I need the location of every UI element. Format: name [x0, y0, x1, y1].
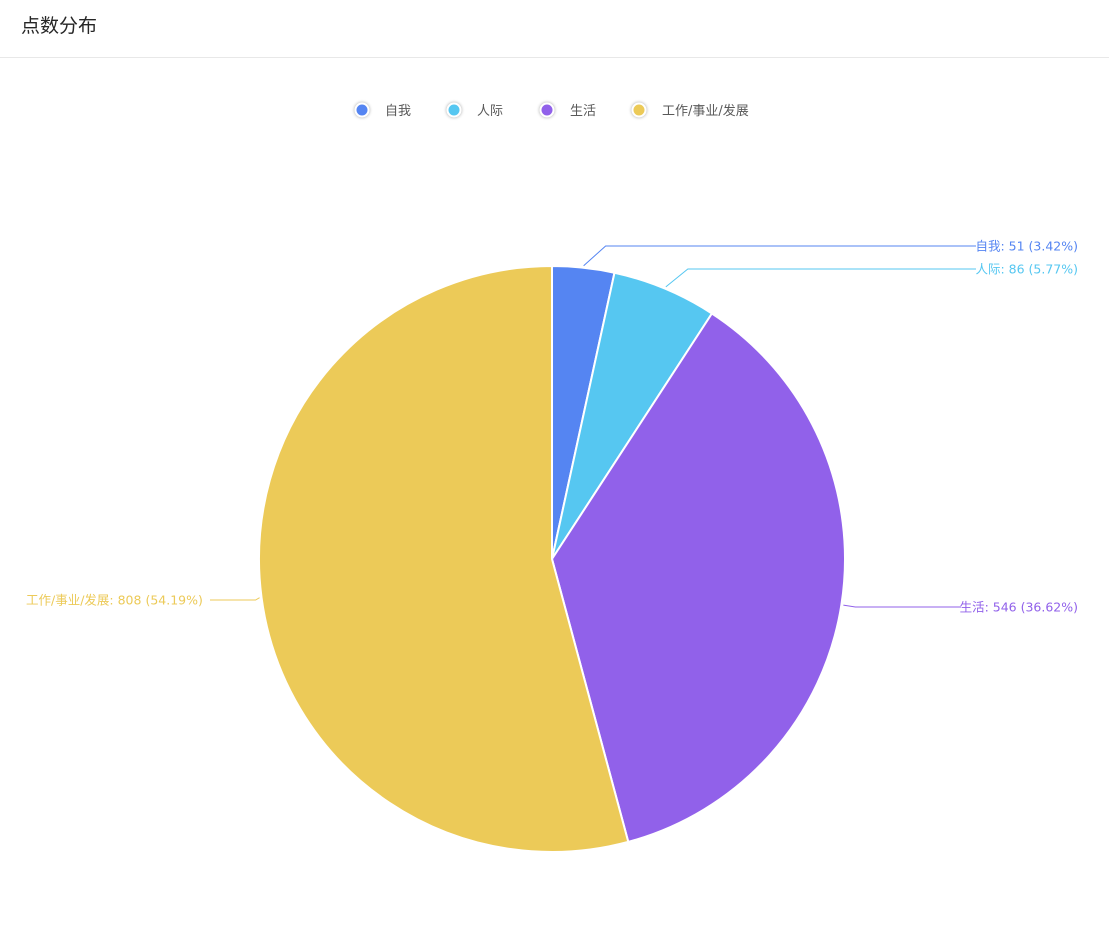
legend-item[interactable]: 生活	[539, 102, 597, 120]
pie-data-labels: 自我: 51 (3.42%) 人际: 86 (5.77%) 生活: 546 (36.…	[26, 239, 1078, 615]
legend-marker	[446, 102, 462, 118]
label-leader-line	[665, 268, 976, 288]
pie-data-label: 人际: 86 (5.77%)	[975, 262, 1078, 277]
legend-label: 人际	[477, 104, 503, 119]
pie-data-label: 自我: 51 (3.42%)	[975, 239, 1078, 254]
legend-label: 生活	[570, 104, 596, 119]
legend-item[interactable]: 自我	[354, 102, 412, 120]
pie-slices	[258, 265, 846, 853]
pie-slice[interactable]	[551, 312, 846, 843]
legend-marker	[539, 102, 555, 118]
card-header: 点数分布	[0, 0, 1109, 58]
pie-slice[interactable]	[258, 265, 630, 853]
card-title: 点数分布	[21, 15, 98, 37]
legend-marker	[354, 102, 370, 118]
legend-marker	[631, 102, 647, 118]
legend-item[interactable]: 人际	[446, 102, 504, 120]
label-leader-line	[583, 245, 976, 267]
legend-label: 工作/事业/发展	[662, 103, 749, 119]
pie-data-label: 生活: 546 (36.62%)	[960, 600, 1078, 615]
label-leader-line	[843, 604, 961, 608]
legend-item[interactable]: 工作/事业/发展	[631, 102, 749, 119]
pie-data-label: 工作/事业/发展: 808 (54.19%)	[26, 593, 203, 608]
chart-legend: 自我 人际 生活 工作/事业/发展	[354, 102, 749, 120]
legend-label: 自我	[385, 104, 411, 119]
label-leader-line	[210, 597, 260, 601]
